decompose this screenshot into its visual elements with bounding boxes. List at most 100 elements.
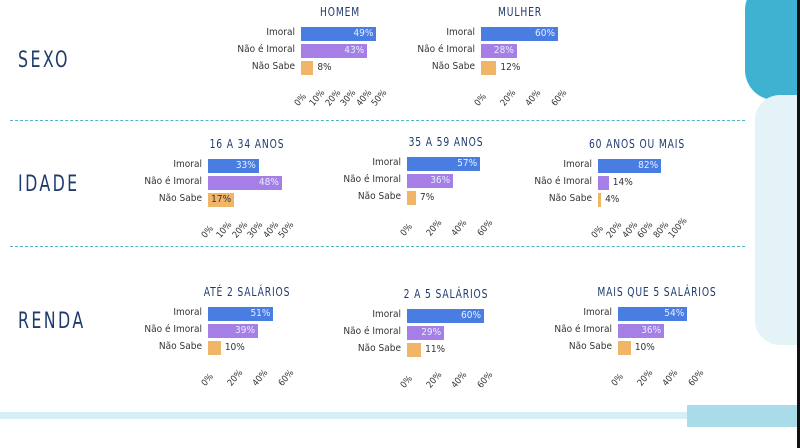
data-label: 11% xyxy=(425,344,446,355)
x-tick-label: 0% xyxy=(200,372,216,389)
category-label: Imoral xyxy=(372,157,401,168)
bar xyxy=(598,159,662,173)
x-tick-label: 0% xyxy=(399,222,415,239)
x-tick-label: 20% xyxy=(424,218,444,239)
x-tick-label: 20% xyxy=(635,368,655,389)
x-tick-label: 100% xyxy=(667,216,690,241)
x-tick-label: 40% xyxy=(620,220,641,241)
x-tick-label: 60% xyxy=(476,218,496,239)
category-label: Não Sabe xyxy=(158,193,202,204)
category-label: Não Sabe xyxy=(431,61,475,72)
data-label: 54% xyxy=(664,308,685,319)
data-label: 51% xyxy=(250,308,271,319)
category-label: Não é Imoral xyxy=(417,44,475,55)
data-label: 29% xyxy=(421,327,442,338)
x-tick-label: 40% xyxy=(251,368,271,389)
category-label: Não Sabe xyxy=(357,343,401,354)
data-label: 8% xyxy=(317,62,332,73)
category-label: Imoral xyxy=(173,159,202,170)
data-label: 82% xyxy=(638,160,659,171)
bar xyxy=(407,174,454,188)
x-tick-label: 10% xyxy=(215,220,235,241)
x-tick-label: 30% xyxy=(246,220,266,241)
category-label: Não Sabe xyxy=(357,191,401,202)
x-tick-label: 40% xyxy=(450,370,470,391)
category-label: Não é Imoral xyxy=(343,174,401,185)
data-label: 33% xyxy=(235,160,256,171)
x-tick-label: 60% xyxy=(277,368,297,389)
x-tick-label: 40% xyxy=(354,88,374,109)
bar xyxy=(407,309,484,323)
x-tick-label: 0% xyxy=(200,224,216,241)
x-tick-label: 20% xyxy=(605,220,625,241)
bar xyxy=(481,44,517,58)
category-label: Não é Imoral xyxy=(144,176,202,187)
chart-title: ATÉ 2 SALÁRIOS xyxy=(203,285,290,299)
chart-title: 2 A 5 SALÁRIOS xyxy=(403,287,488,301)
x-tick-label: 60% xyxy=(550,88,570,109)
x-tick-label: 0% xyxy=(399,374,415,391)
x-tick-label: 0% xyxy=(590,224,606,241)
right-border xyxy=(797,0,800,448)
category-label: Imoral xyxy=(446,27,475,38)
data-label: 10% xyxy=(224,342,245,353)
category-label: Não Sabe xyxy=(158,341,202,352)
data-label: 57% xyxy=(457,158,478,169)
data-label: 39% xyxy=(235,325,256,336)
data-label: 17% xyxy=(211,194,232,205)
x-tick-label: 40% xyxy=(450,218,470,239)
divider xyxy=(10,246,745,247)
x-tick-label: 60% xyxy=(476,370,496,391)
x-tick-label: 20% xyxy=(323,88,344,109)
chart-title: MAIS QUE 5 SALÁRIOS xyxy=(596,285,717,299)
x-tick-label: 60% xyxy=(636,220,656,241)
data-label: 10% xyxy=(634,342,655,353)
bar xyxy=(407,343,422,357)
data-label: 49% xyxy=(353,28,374,39)
category-label: Não é Imoral xyxy=(144,324,202,335)
x-tick-label: 0% xyxy=(293,92,309,109)
category-label: Não é Imoral xyxy=(343,326,401,337)
section-label-idade: IDADE xyxy=(18,172,80,197)
data-label: 36% xyxy=(641,325,662,336)
category-label: Não é Imoral xyxy=(534,176,592,187)
x-tick-label: 50% xyxy=(277,220,297,241)
data-label: 7% xyxy=(419,192,435,203)
category-label: Não é Imoral xyxy=(237,44,295,55)
bar xyxy=(407,191,416,205)
bar xyxy=(618,341,631,355)
chart-title: 60 ANOS OU MAIS xyxy=(588,137,685,151)
x-tick-label: 20% xyxy=(424,370,444,391)
data-label: 28% xyxy=(493,45,514,56)
category-label: Imoral xyxy=(266,27,295,38)
bar xyxy=(208,159,259,173)
bar xyxy=(481,61,497,75)
bar xyxy=(208,193,235,207)
section-label-renda: RENDA xyxy=(18,309,86,334)
bar xyxy=(208,176,282,190)
x-tick-label: 20% xyxy=(225,368,245,389)
data-label: 36% xyxy=(430,175,451,186)
x-tick-label: 40% xyxy=(661,368,681,389)
bar xyxy=(301,27,377,41)
data-label: 14% xyxy=(612,177,633,188)
bar xyxy=(208,324,259,338)
bar xyxy=(598,176,609,190)
bar xyxy=(598,193,602,207)
x-tick-label: 40% xyxy=(261,220,281,241)
category-label: Não Sabe xyxy=(568,341,612,352)
data-label: 60% xyxy=(461,310,481,321)
x-tick-label: 10% xyxy=(308,88,328,109)
data-label: 12% xyxy=(500,62,521,73)
chart-title: HOMEM xyxy=(319,5,360,19)
decor-right-panel xyxy=(755,95,800,345)
category-label: Não Sabe xyxy=(548,193,592,204)
category-label: Não é Imoral xyxy=(554,324,612,335)
bar xyxy=(208,307,274,321)
bar xyxy=(208,341,221,355)
category-label: Imoral xyxy=(563,159,592,170)
bar xyxy=(481,27,558,41)
x-tick-label: 40% xyxy=(524,88,544,109)
data-label: 60% xyxy=(535,28,555,39)
category-label: Não Sabe xyxy=(251,61,295,72)
